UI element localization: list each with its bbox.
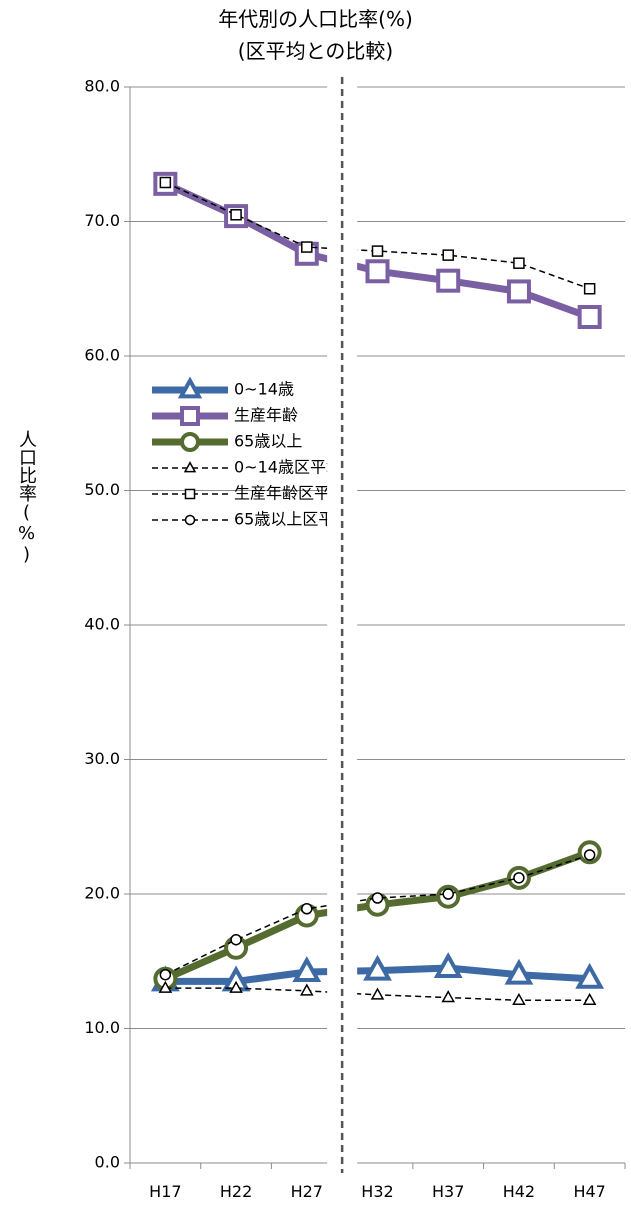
data-point bbox=[577, 304, 602, 329]
series-0 bbox=[150, 952, 605, 992]
chart-title: 年代別の人口比率(%) bbox=[218, 7, 413, 31]
y-axis-label: 人口比率(%) bbox=[16, 430, 37, 565]
legend-marker bbox=[184, 488, 196, 500]
data-point bbox=[442, 888, 454, 900]
legend-label: 65歳以上区平均 bbox=[234, 510, 350, 529]
x-tick-label: H17 bbox=[149, 1182, 181, 1201]
data-point bbox=[300, 983, 314, 996]
series-5 bbox=[159, 849, 596, 981]
data-point bbox=[582, 992, 597, 1005]
y-tick-label: 40.0 bbox=[84, 615, 120, 634]
data-point bbox=[230, 933, 242, 946]
data-point bbox=[363, 954, 392, 981]
data-point bbox=[292, 956, 322, 982]
legend-marker bbox=[184, 514, 196, 526]
x-tick-label: H32 bbox=[361, 1182, 393, 1201]
legend-label: 生産年齢区平均 bbox=[234, 484, 346, 503]
x-tick-label: H37 bbox=[432, 1182, 464, 1201]
y-tick-label: 10.0 bbox=[84, 1018, 120, 1037]
y-tick-label: 50.0 bbox=[84, 480, 120, 499]
data-point bbox=[229, 980, 243, 993]
x-tick-label: H42 bbox=[503, 1182, 535, 1201]
data-point bbox=[371, 892, 384, 904]
y-tick-label: 20.0 bbox=[84, 884, 120, 903]
data-point bbox=[159, 968, 172, 981]
data-point bbox=[365, 259, 390, 284]
series-4 bbox=[159, 176, 596, 295]
data-point bbox=[370, 987, 385, 1000]
y-tick-label: 0.0 bbox=[95, 1153, 120, 1172]
chart-subtitle: (区平均との比較) bbox=[237, 39, 394, 63]
data-point bbox=[583, 849, 596, 861]
data-point bbox=[158, 980, 173, 993]
data-point bbox=[159, 176, 172, 189]
data-point bbox=[575, 962, 605, 989]
data-point bbox=[583, 283, 596, 295]
y-tick-label: 70.0 bbox=[84, 211, 120, 230]
legend-marker bbox=[180, 432, 200, 452]
data-point bbox=[512, 992, 526, 1005]
series-3 bbox=[158, 980, 597, 1005]
legend-marker bbox=[183, 461, 197, 473]
data-point bbox=[230, 209, 242, 221]
data-point bbox=[513, 872, 525, 884]
x-tick-label: H27 bbox=[291, 1182, 323, 1201]
data-point bbox=[301, 903, 313, 915]
data-point bbox=[433, 952, 463, 978]
data-point bbox=[441, 990, 455, 1003]
data-point bbox=[301, 241, 313, 253]
y-tick-label: 80.0 bbox=[84, 77, 120, 96]
legend-label: 0~14歳 bbox=[234, 380, 294, 399]
y-tick-label: 60.0 bbox=[84, 346, 120, 365]
data-point bbox=[436, 268, 461, 293]
legend-marker bbox=[177, 376, 203, 399]
legend-label: 生産年齢 bbox=[234, 406, 298, 425]
data-point bbox=[506, 279, 531, 304]
data-point bbox=[442, 249, 454, 261]
y-tick-label: 30.0 bbox=[84, 749, 120, 768]
legend-label: 65歳以上 bbox=[234, 432, 302, 451]
x-tick-label: H22 bbox=[220, 1182, 252, 1201]
x-tick-label: H47 bbox=[573, 1182, 605, 1201]
divider-band bbox=[327, 77, 358, 1173]
legend-label: 0~14歳区平均 bbox=[234, 458, 342, 477]
legend-marker bbox=[180, 406, 200, 426]
data-point bbox=[371, 245, 384, 257]
data-point bbox=[513, 257, 525, 269]
data-point bbox=[504, 958, 534, 985]
